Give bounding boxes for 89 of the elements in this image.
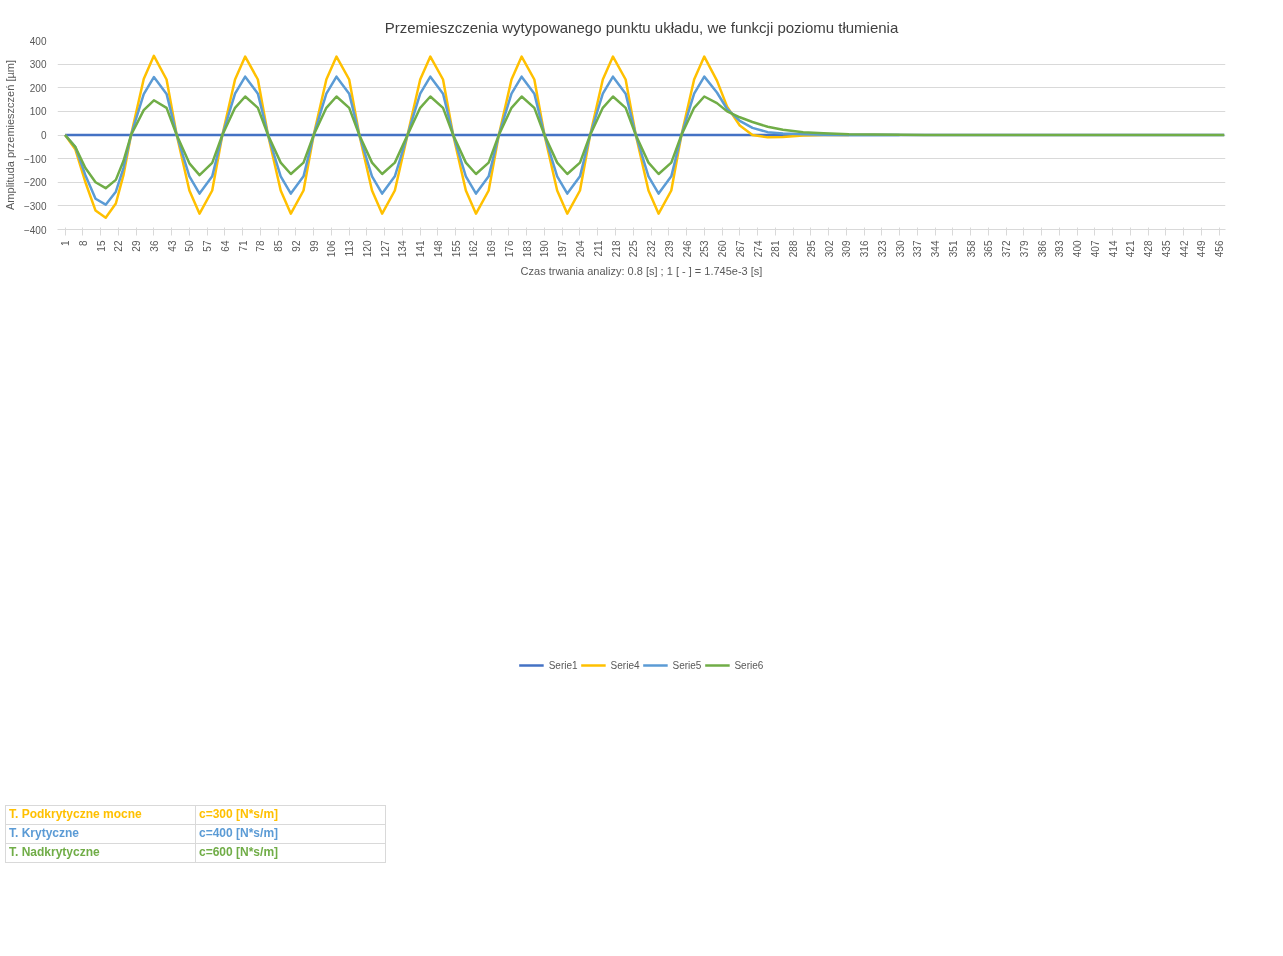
y-tick-label: 200 [29,82,47,94]
x-tick-label: 57 [202,240,214,252]
x-tick-label: 316 [859,240,871,258]
x-tick-label: 176 [503,240,515,258]
chart-title: Przemieszczenia wytypowanego punktu układu, we funkcji poziomu tłumienia [384,18,899,36]
x-tick-label: 92 [290,240,302,252]
x-tick-label: 288 [788,240,800,258]
x-tick-label: 197 [557,240,569,258]
x-tick-label: 421 [1125,240,1137,258]
x-tick-label: 393 [1054,240,1066,258]
x-tick-label: 22 [113,240,125,252]
x-tick-label: 246 [681,240,693,258]
x-tick-label: 211 [592,240,604,257]
x-tick-label: 204 [574,240,586,258]
x-tick-label: 50 [184,240,196,252]
x-tick-label: 1 [60,240,72,247]
x-tick-label: 267 [734,240,746,258]
x-tick-label: 148 [432,240,444,258]
x-tick-label: 78 [255,240,267,252]
legend-label: Serie4 [610,659,640,671]
x-tick-label: 400 [1072,240,1084,258]
x-tick-label: 29 [131,240,143,252]
y-tick-label: 100 [29,106,47,118]
x-tick-label: 190 [539,240,551,258]
x-tick-label: 344 [930,240,942,258]
x-tick-label: 225 [628,240,640,258]
text: T. Nadkrytyczne [5,843,196,863]
x-tick-label: 64 [219,240,231,252]
x-tick-label: 162 [468,240,480,258]
x-tick-label: 309 [841,240,853,258]
legend-label: Serie6 [734,659,764,671]
x-tick-label: 120 [361,240,373,258]
x-tick-label: 358 [965,240,977,258]
x-tick-label: 428 [1143,240,1155,258]
x-tick-label: 127 [379,240,391,258]
x-tick-label: 43 [166,240,178,252]
text: c=600 [N*s/m] [195,843,386,863]
text: T. Podkrytyczne mocne [5,805,196,825]
x-axis-title: Czas trwania analizy: 0.8 [s] ; 1 [ - ] = 1.745e-3 [s] [520,265,763,278]
x-tick-label: 8 [77,240,89,247]
x-tick-label: 442 [1178,240,1190,258]
x-tick-label: 155 [450,240,462,258]
x-tick-label: 386 [1036,240,1048,258]
x-tick-label: 106 [326,240,338,258]
x-tick-label: 323 [876,240,888,258]
x-tick-label: 85 [273,240,285,252]
x-tick-label: 281 [770,240,782,258]
x-tick-label: 99 [308,240,320,252]
x-tick-label: 407 [1089,240,1101,258]
x-tick-label: 239 [663,240,675,258]
x-tick-label: 337 [912,240,924,258]
x-tick-label: 218 [610,240,622,258]
x-tick-label: 15 [95,240,107,252]
x-tick-label: 113 [344,240,356,257]
text: T. Krytyczne [5,824,196,844]
y-axis-title: Amplituda przemieszczeń [µm] [3,60,16,210]
x-tick-label: 36 [148,240,160,252]
x-tick-label: 253 [699,240,711,258]
x-tick-label: 274 [752,240,764,258]
x-tick-label: 414 [1107,240,1119,258]
x-tick-label: 365 [983,240,995,258]
x-tick-label: 379 [1018,240,1030,258]
x-tick-label: 351 [947,240,959,258]
y-tick-label: 400 [29,35,47,47]
line-series [63,95,1226,190]
x-tick-label: 141 [415,240,427,258]
x-tick-label: 169 [486,240,498,258]
x-tick-label: 71 [237,240,249,252]
x-tick-label: 260 [717,240,729,258]
x-tick-label: 372 [1001,240,1013,258]
x-tick-label: 295 [805,240,817,258]
y-tick-label: −300 [23,200,47,212]
x-tick-label: 456 [1214,240,1226,258]
y-tick-label: 0 [40,130,47,141]
x-tick-label: 330 [894,240,906,258]
text: c=400 [N*s/m] [195,824,386,844]
x-tick-label: 183 [521,240,533,258]
x-tick-label: 232 [646,240,658,258]
x-tick-label: 302 [823,240,835,258]
x-tick-label: 134 [397,240,409,258]
legend-label: Serie5 [672,659,702,671]
x-tick-label: 449 [1196,240,1208,258]
legend-label: Serie1 [548,659,578,671]
y-tick-label: −200 [23,177,47,189]
y-tick-label: −100 [23,153,47,165]
x-tick-label: 435 [1160,240,1172,258]
y-tick-label: 300 [29,59,47,71]
text: c=300 [N*s/m] [195,805,386,825]
y-tick-label: −400 [23,224,47,236]
